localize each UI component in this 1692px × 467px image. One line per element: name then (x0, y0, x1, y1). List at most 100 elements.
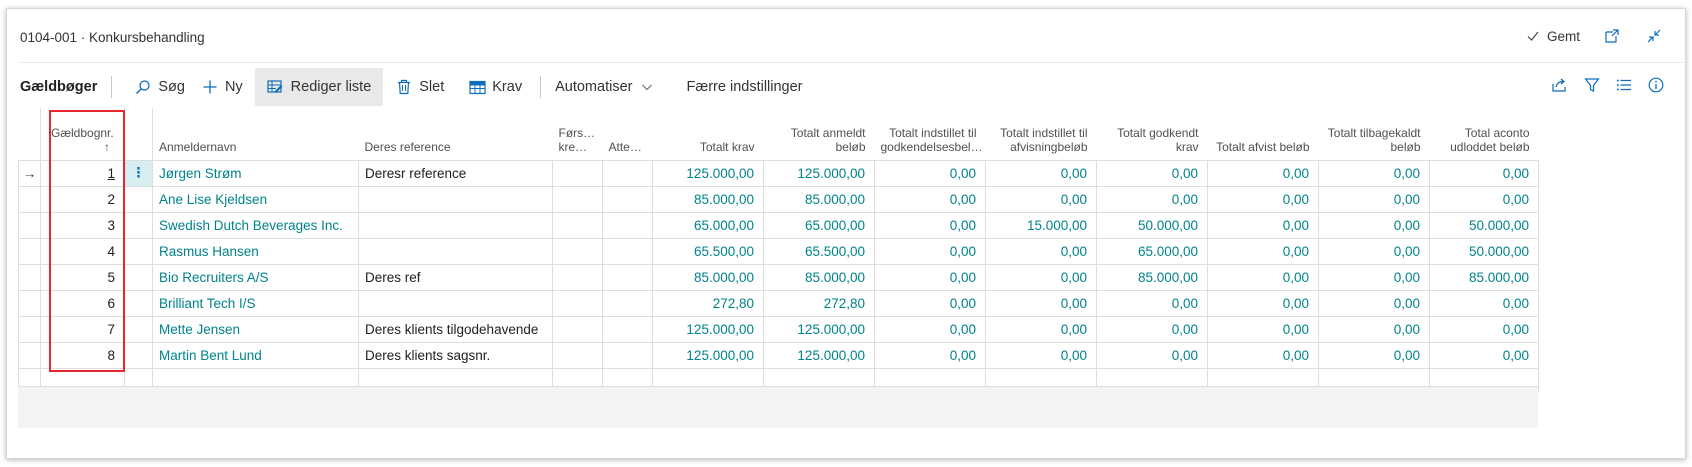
cell-total-approval[interactable]: 0,00 (874, 237, 986, 265)
col-header-total-rejection[interactable]: Totalt indstillet til afvisningbeløb (986, 108, 1097, 160)
cell-total-claim[interactable]: 65.000,00 (652, 211, 764, 239)
cell-claimant[interactable]: Rasmus Hansen (152, 237, 359, 265)
cell-total-aconto[interactable]: 50.000,00 (1429, 211, 1539, 239)
cell-total-withdrawn[interactable]: 0,00 (1318, 289, 1430, 317)
cell-total-approval[interactable]: 0,00 (874, 211, 986, 239)
cell-total-claim[interactable]: 125.000,00 (652, 341, 764, 369)
col-header-total-withdrawn[interactable]: Totalt tilbagekaldt beløb (1319, 108, 1430, 160)
cell-total-reported[interactable]: 65.500,00 (763, 237, 875, 265)
cell-total-approved[interactable]: 50.000,00 (1096, 211, 1208, 239)
cell-total-rejected[interactable]: 0,00 (1207, 159, 1319, 187)
more-options-icon[interactable]: ⋮ (131, 165, 146, 180)
cell-total-approval[interactable]: 0,00 (874, 341, 986, 369)
cell-claimant[interactable]: Bio Recruiters A/S (152, 263, 359, 291)
cell-total-withdrawn[interactable]: 0,00 (1318, 263, 1430, 291)
cell-total-aconto[interactable]: 50.000,00 (1429, 237, 1539, 265)
share-icon[interactable] (1551, 77, 1568, 97)
cell-total-reported[interactable]: 125.000,00 (763, 159, 875, 187)
filter-icon[interactable] (1584, 77, 1600, 97)
cell-total-approval[interactable]: 0,00 (874, 159, 986, 187)
cell-total-approved[interactable]: 65.000,00 (1096, 237, 1208, 265)
table-row[interactable]: 4 Rasmus Hansen 65.500,00 65.500,00 0,00 0,00… (18, 237, 1539, 265)
cell-total-claim[interactable]: 272,80 (652, 289, 764, 317)
cell-claimant[interactable]: Ane Lise Kjeldsen (152, 185, 359, 213)
cell-total-rejected[interactable]: 0,00 (1207, 289, 1319, 317)
cell-total-rejected[interactable]: 0,00 (1207, 341, 1319, 369)
cell-total-aconto[interactable]: 85.000,00 (1429, 263, 1539, 291)
cell-total-rejection[interactable]: 15.000,00 (985, 211, 1097, 239)
row-menu[interactable]: ⋮ (124, 159, 153, 187)
col-header-total-approval[interactable]: Totalt indstillet til godkendelsesbel… (875, 108, 986, 160)
col-header-total-approved[interactable]: Totalt godkendt krav (1097, 108, 1208, 160)
cell-total-claim[interactable]: 65.500,00 (652, 237, 764, 265)
open-in-new-window-icon[interactable] (1602, 26, 1622, 46)
col-header-total-reported[interactable]: Totalt anmeldt beløb (764, 108, 875, 160)
col-header-attest[interactable]: Atte… (608, 139, 642, 154)
cell-total-rejection[interactable]: 0,00 (985, 185, 1097, 213)
cell-total-rejected[interactable]: 0,00 (1207, 315, 1319, 343)
claims-button[interactable]: Krav (456, 68, 534, 106)
table-row[interactable]: 5 Bio Recruiters A/S Deres ref 85.000,00 85.… (18, 263, 1539, 291)
cell-total-rejected[interactable]: 0,00 (1207, 211, 1319, 239)
cell-total-rejection[interactable]: 0,00 (985, 315, 1097, 343)
cell-no-value[interactable]: 1 (107, 165, 115, 181)
cell-total-claim[interactable]: 85.000,00 (652, 185, 764, 213)
cell-total-rejection[interactable]: 0,00 (985, 159, 1097, 187)
cell-claimant[interactable]: Martin Bent Lund (152, 341, 359, 369)
fewer-options-button[interactable]: Færre indstillinger (668, 68, 814, 106)
cell-total-aconto[interactable]: 0,00 (1429, 289, 1539, 317)
cell-total-approved[interactable]: 0,00 (1096, 159, 1208, 187)
cell-total-rejection[interactable]: 0,00 (985, 237, 1097, 265)
cell-total-reported[interactable]: 85.000,00 (763, 185, 875, 213)
cell-claimant[interactable]: Jørgen Strøm (152, 159, 359, 187)
collapse-icon[interactable] (1644, 26, 1664, 46)
col-header-first-creditor[interactable]: Førs… kre… (558, 125, 596, 154)
list-view-icon[interactable] (1616, 77, 1632, 97)
table-row[interactable]: 7 Mette Jensen Deres klients tilgodehavend… (18, 315, 1539, 343)
cell-total-rejected[interactable]: 0,00 (1207, 185, 1319, 213)
col-header-claimant[interactable]: Anmeldernavn (152, 108, 359, 160)
cell-total-withdrawn[interactable]: 0,00 (1318, 185, 1430, 213)
cell-total-approval[interactable]: 0,00 (874, 263, 986, 291)
cell-total-approved[interactable]: 0,00 (1096, 315, 1208, 343)
cell-total-aconto[interactable]: 0,00 (1429, 159, 1539, 187)
cell-total-approval[interactable]: 0,00 (874, 289, 986, 317)
cell-claimant[interactable]: Brilliant Tech I/S (152, 289, 359, 317)
cell-total-claim[interactable]: 125.000,00 (652, 315, 764, 343)
delete-button[interactable]: Slet (383, 68, 456, 106)
cell-total-rejection[interactable]: 0,00 (985, 289, 1097, 317)
cell-total-approved[interactable]: 85.000,00 (1096, 263, 1208, 291)
table-row[interactable]: 8 Martin Bent Lund Deres klients sagsnr. 12… (18, 341, 1539, 369)
search-button[interactable]: Søg (122, 68, 197, 106)
table-row[interactable]: 2 Ane Lise Kjeldsen 85.000,00 85.000,00 0,00… (18, 185, 1539, 213)
cell-total-withdrawn[interactable]: 0,00 (1318, 211, 1430, 239)
cell-total-claim[interactable]: 125.000,00 (652, 159, 764, 187)
cell-total-rejection[interactable]: 0,00 (985, 341, 1097, 369)
table-row[interactable]: → 1 ⋮ Jørgen Strøm Deresr reference 125.000,0… (18, 159, 1539, 187)
cell-claimant[interactable]: Mette Jensen (152, 315, 359, 343)
cell-total-aconto[interactable]: 0,00 (1429, 185, 1539, 213)
table-row[interactable]: 6 Brilliant Tech I/S 272,80 272,80 0,00 0,00 0… (18, 289, 1539, 317)
new-button[interactable]: Ny (197, 68, 255, 106)
cell-total-aconto[interactable]: 0,00 (1429, 341, 1539, 369)
cell-total-withdrawn[interactable]: 0,00 (1318, 315, 1430, 343)
cell-total-withdrawn[interactable]: 0,00 (1318, 159, 1430, 187)
col-header-no[interactable]: Gældbognr. ↑ (40, 108, 125, 160)
cell-total-rejected[interactable]: 0,00 (1207, 263, 1319, 291)
col-header-total-aconto[interactable]: Total aconto udloddet beløb (1430, 108, 1539, 160)
table-row[interactable]: 3 Swedish Dutch Beverages Inc. 65.000,00 65… (18, 211, 1539, 239)
cell-total-reported[interactable]: 85.000,00 (763, 263, 875, 291)
cell-total-approval[interactable]: 0,00 (874, 315, 986, 343)
col-header-total-rejected[interactable]: Totalt afvist beløb (1216, 139, 1310, 154)
cell-total-approval[interactable]: 0,00 (874, 185, 986, 213)
cell-total-reported[interactable]: 272,80 (763, 289, 875, 317)
cell-claimant[interactable]: Swedish Dutch Beverages Inc. (152, 211, 359, 239)
cell-total-reported[interactable]: 65.000,00 (763, 211, 875, 239)
col-header-reference[interactable]: Deres reference (364, 139, 451, 154)
cell-total-approved[interactable]: 0,00 (1096, 185, 1208, 213)
cell-total-rejected[interactable]: 0,00 (1207, 237, 1319, 265)
edit-list-button[interactable]: Rediger liste (254, 68, 384, 106)
cell-total-reported[interactable]: 125.000,00 (763, 341, 875, 369)
cell-total-reported[interactable]: 125.000,00 (763, 315, 875, 343)
col-header-total-claim[interactable]: Totalt krav (699, 139, 755, 154)
